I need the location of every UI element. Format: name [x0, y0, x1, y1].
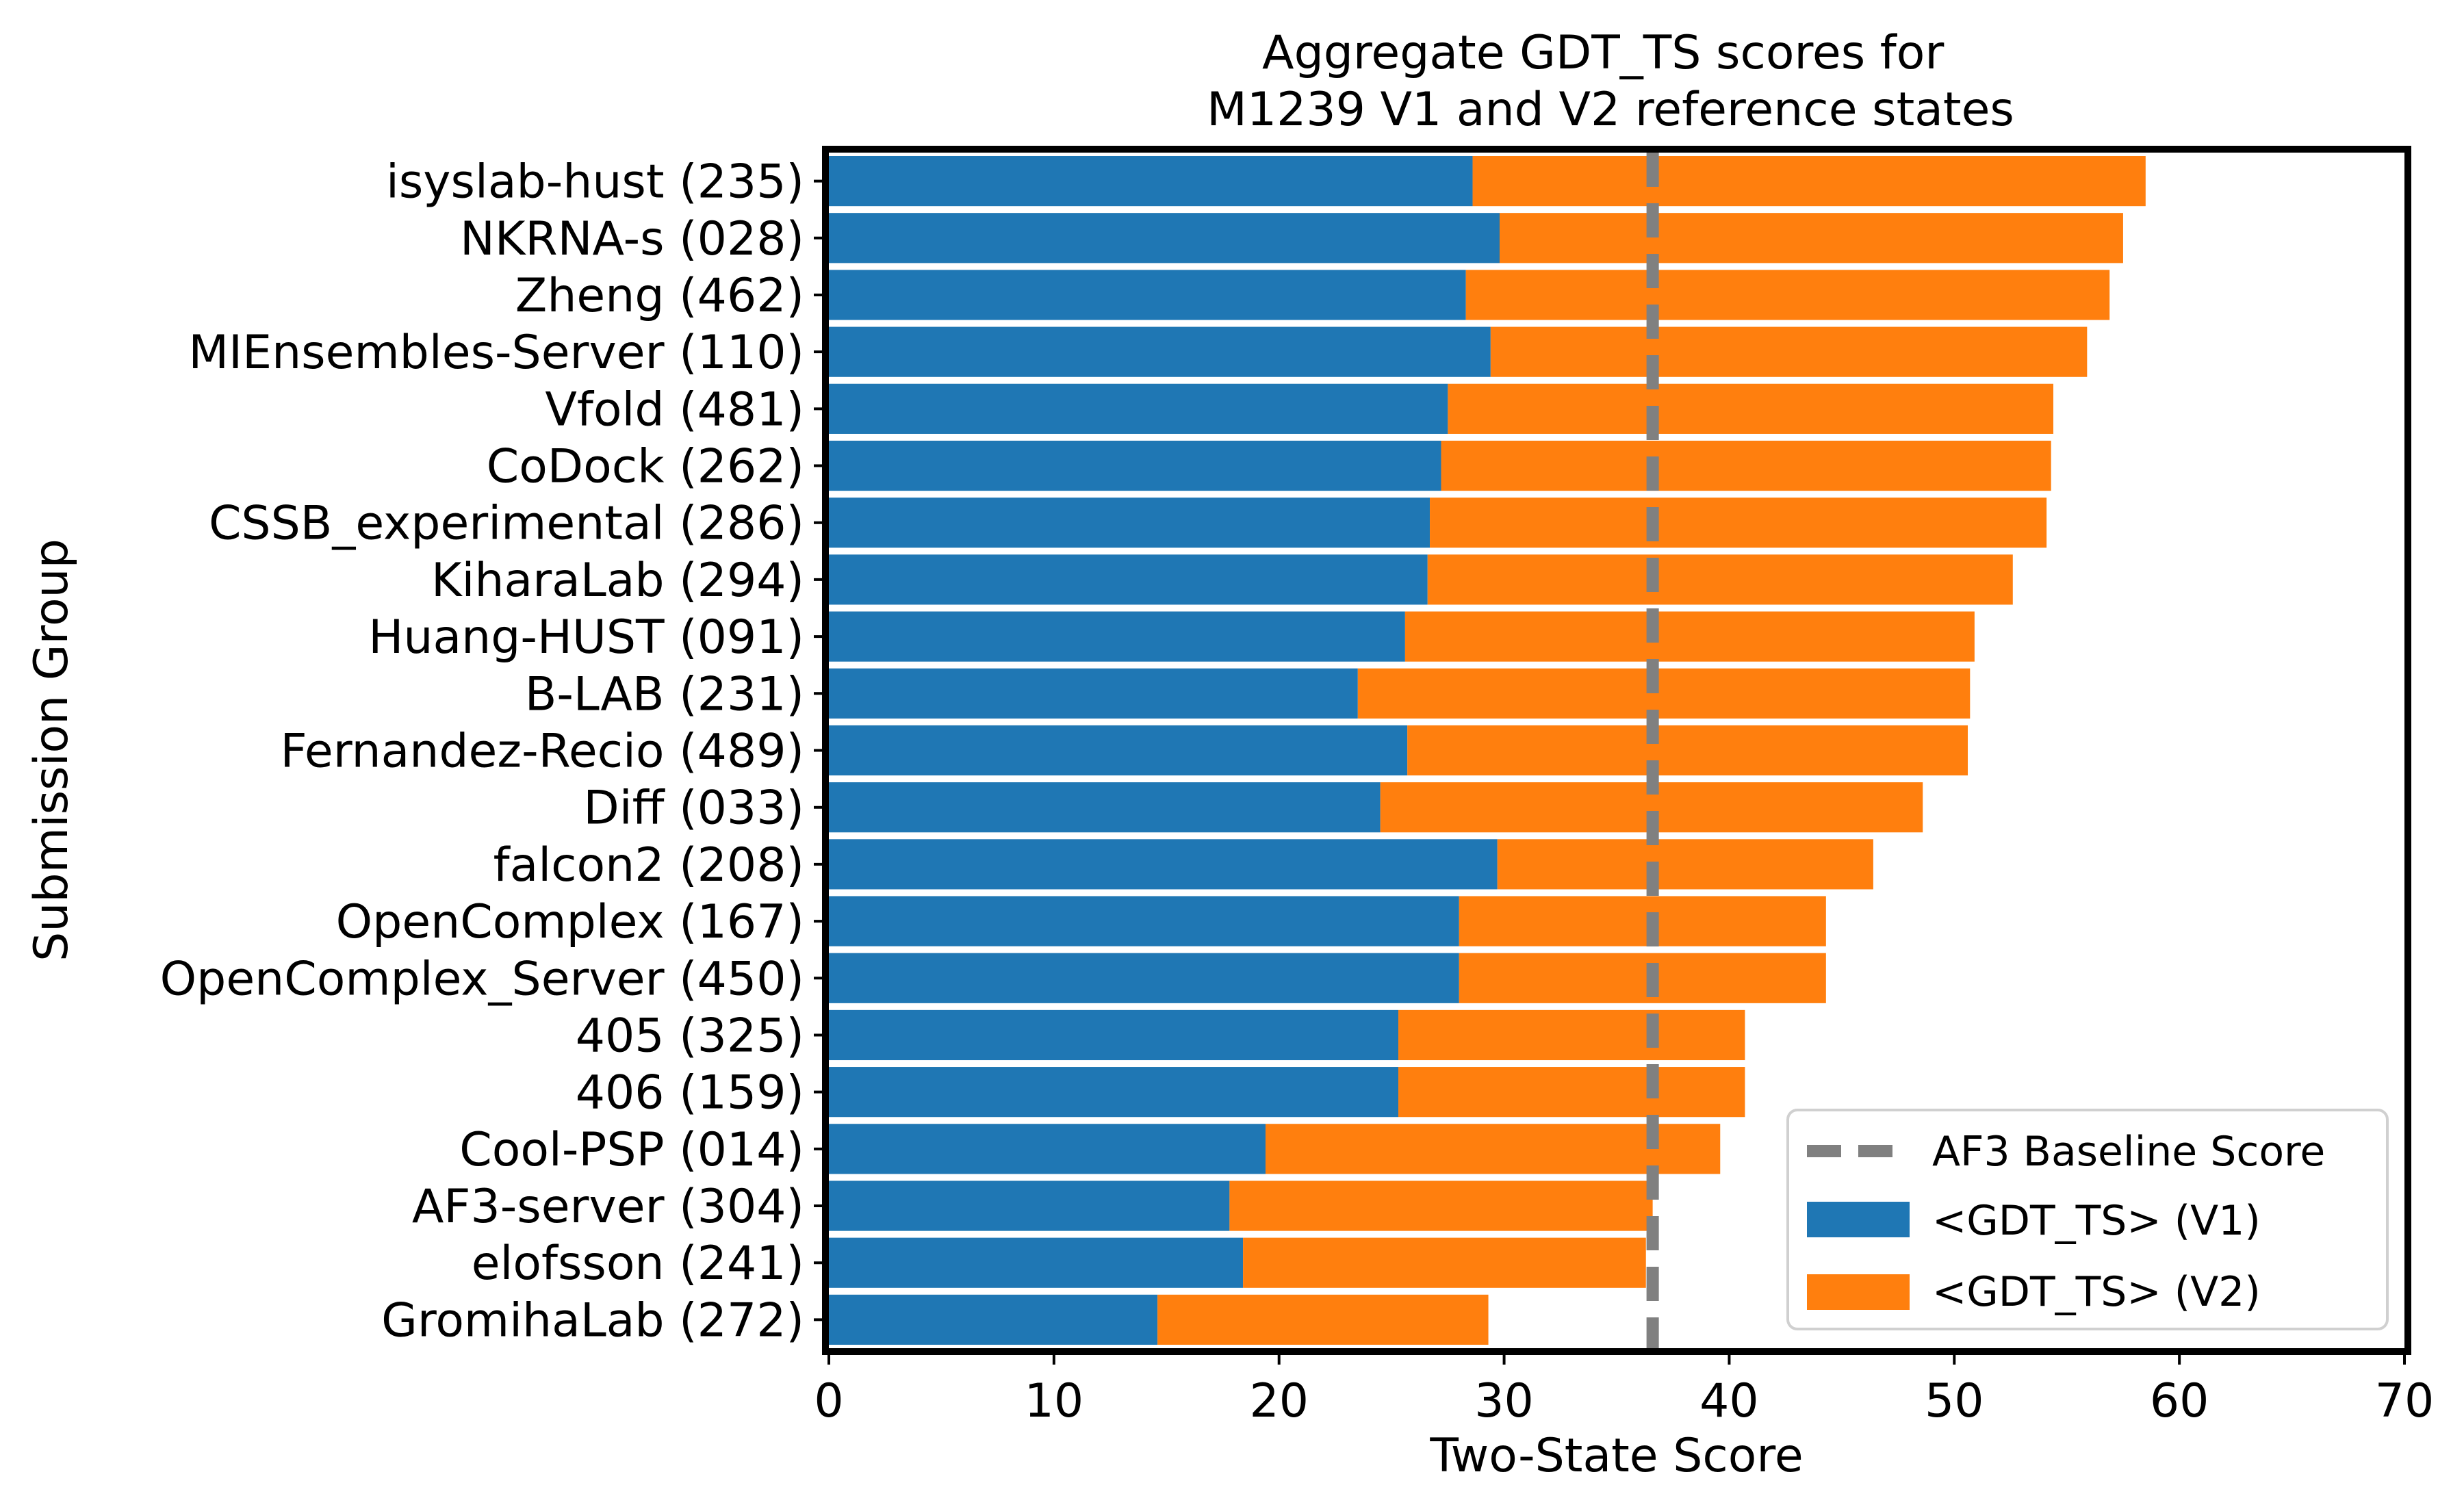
legend-swatch-v2 — [1807, 1274, 1910, 1310]
y-axis-label: Submission Group — [25, 539, 79, 962]
bar-segment-v1 — [829, 498, 1430, 548]
y-tick-label: 406 (159) — [576, 1066, 804, 1120]
bar-segment-v2 — [1459, 896, 1826, 946]
y-tick-label: isyslab-hust (235) — [386, 155, 804, 209]
bar-segment-v1 — [829, 554, 1428, 605]
y-tick-label: GromihaLab (272) — [381, 1293, 804, 1347]
y-tick-label: Cool-PSP (014) — [459, 1123, 804, 1177]
bar-segment-v2 — [1490, 326, 2088, 377]
chart-title: Aggregate GDT_TS scores for M1239 V1 and… — [1207, 26, 2014, 137]
y-tick-label: Diff (033) — [583, 782, 804, 836]
legend-label-v2: <GDT_TS> (V2) — [1932, 1268, 2261, 1316]
bar-segment-v2 — [1243, 1237, 1646, 1288]
bars-layer — [829, 155, 2146, 1345]
bar-segment-v1 — [829, 1009, 1399, 1061]
bar-segment-v1 — [829, 383, 1448, 434]
y-tick-label: B-LAB (231) — [525, 667, 804, 721]
bar-segment-v1 — [829, 839, 1498, 890]
legend: AF3 Baseline Score <GDT_TS> (V1) <GDT_TS… — [1786, 1109, 2389, 1330]
bar-segment-v2 — [1407, 725, 1968, 776]
x-tick-label: 50 — [1925, 1374, 1984, 1428]
y-tick-label: 405 (325) — [576, 1009, 804, 1063]
x-tick-label: 40 — [1699, 1374, 1759, 1428]
bar-segment-v2 — [1265, 1124, 1721, 1174]
bar-segment-v2 — [1427, 554, 2013, 605]
bar-segment-v2 — [1229, 1181, 1653, 1231]
y-tick-label: Zheng (462) — [515, 269, 804, 323]
y-tick-label: OpenComplex_Server (450) — [160, 952, 804, 1006]
chart-title-line-1: Aggregate GDT_TS scores for — [1262, 26, 1944, 80]
y-tick-label: NKRNA-s (028) — [460, 212, 804, 266]
y-tick-label: falcon2 (208) — [493, 838, 804, 892]
bar-segment-v1 — [829, 440, 1441, 491]
bar-segment-v1 — [829, 896, 1459, 946]
bar-segment-v2 — [1448, 383, 2053, 434]
y-tick-label: MIEnsembles-Server (110) — [188, 326, 804, 380]
y-tick-label: CoDock (262) — [487, 440, 804, 494]
y-tick-label: AF3-server (304) — [412, 1180, 804, 1234]
bar-segment-v2 — [1430, 498, 2047, 548]
bar-segment-v2 — [1357, 668, 1971, 719]
chart-title-line-2: M1239 V1 and V2 reference states — [1207, 83, 2014, 137]
y-tick-label: Fernandez-Recio (489) — [281, 725, 804, 779]
bar-segment-v1 — [829, 725, 1408, 776]
bar-segment-v1 — [829, 213, 1500, 263]
bar-segment-v1 — [829, 270, 1466, 320]
legend-label-af3-baseline: AF3 Baseline Score — [1932, 1128, 2325, 1176]
bar-segment-v2 — [1499, 213, 2123, 263]
bar-segment-v1 — [829, 1124, 1266, 1174]
bar-segment-v1 — [829, 1067, 1399, 1118]
bar-segment-v2 — [1459, 953, 1826, 1003]
bar-segment-v1 — [829, 1294, 1158, 1345]
y-tick-label: Huang-HUST (091) — [368, 610, 804, 665]
bar-segment-v2 — [1465, 270, 2110, 320]
x-axis-label: Two-State Score — [1429, 1429, 1803, 1483]
bar-segment-v2 — [1472, 155, 2146, 207]
y-tick-label: KiharaLab (294) — [431, 554, 804, 608]
legend-label-v1: <GDT_TS> (V1) — [1932, 1197, 2261, 1245]
y-tick-label: Vfold (481) — [545, 383, 804, 437]
legend-swatch-v1 — [1807, 1202, 1910, 1237]
bar-segment-v2 — [1404, 611, 1975, 662]
bar-segment-v1 — [829, 782, 1381, 833]
x-tick-label: 0 — [814, 1374, 843, 1428]
bar-segment-v1 — [829, 1181, 1230, 1231]
bar-segment-v2 — [1441, 440, 2051, 491]
bar-segment-v1 — [829, 1237, 1244, 1288]
bar-segment-v2 — [1398, 1009, 1745, 1061]
y-tick-label: CSSB_experimental (286) — [209, 497, 804, 551]
x-tick-label: 60 — [2150, 1374, 2209, 1428]
bar-segment-v2 — [1157, 1294, 1489, 1345]
bar-segment-v2 — [1497, 839, 1873, 890]
x-tick-label: 20 — [1249, 1374, 1309, 1428]
x-tick-label: 70 — [2375, 1374, 2435, 1428]
legend-box — [1786, 1109, 2389, 1330]
y-tick-labels: isyslab-hust (235)NKRNA-s (028)Zheng (46… — [160, 155, 825, 1347]
bar-segment-v1 — [829, 326, 1491, 377]
bar-segment-v1 — [829, 668, 1358, 719]
x-tick-label: 10 — [1025, 1374, 1084, 1428]
bar-segment-v1 — [829, 953, 1459, 1003]
x-tick-label: 30 — [1474, 1374, 1534, 1428]
x-axis-ticks: 0 10 20 30 40 50 60 70 — [814, 1352, 2434, 1428]
bar-segment-v1 — [829, 611, 1405, 662]
bar-segment-v2 — [1398, 1067, 1745, 1118]
y-tick-label: OpenComplex (167) — [336, 895, 804, 949]
y-tick-label: elofsson (241) — [472, 1237, 804, 1291]
plot-frame — [822, 146, 2411, 1355]
bar-segment-v1 — [829, 155, 1473, 207]
